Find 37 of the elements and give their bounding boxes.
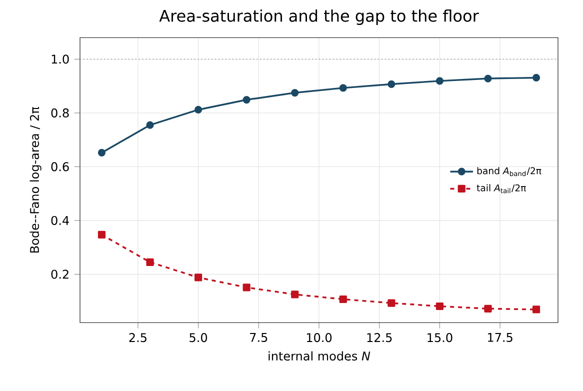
x-tick-label: 15.0 (428, 333, 452, 342)
point (532, 74, 540, 82)
point (98, 148, 106, 157)
point (532, 306, 540, 314)
legend-label: band A$_{band}$/2π (477, 167, 542, 176)
point (194, 106, 202, 114)
x-tick-label: 10.0 (306, 333, 332, 342)
point (339, 84, 347, 92)
y-tick-label: 0.4 (51, 216, 69, 226)
point (436, 77, 444, 85)
point (242, 96, 250, 104)
point (242, 284, 250, 292)
chart-title: Area-saturation and the gap to the floor (159, 9, 479, 25)
point (98, 230, 106, 239)
x-tick-label: 5.0 (190, 333, 208, 342)
point (339, 295, 347, 304)
y-tick-label: 0.6 (51, 162, 69, 172)
point (194, 274, 202, 282)
x-tick-label: 17.5 (488, 333, 512, 342)
point (388, 299, 396, 307)
point (484, 74, 492, 82)
point (291, 290, 299, 298)
y-tick-label: 1.0 (52, 54, 69, 64)
legend-label: tail A$_{tail}$/2π (476, 184, 526, 194)
point (436, 302, 444, 310)
y-tick-label: 0.2 (51, 270, 68, 279)
x-tick-label: 12.5 (367, 333, 392, 342)
x-tick-label: 7.5 (250, 333, 268, 342)
x-axis-title: internal modes N (268, 351, 370, 361)
y-tick-label: 0.8 (51, 108, 69, 118)
point (291, 88, 299, 97)
point (388, 80, 396, 88)
point (484, 304, 492, 312)
point (146, 121, 154, 129)
x-tick-label: 2.5 (129, 333, 146, 342)
y-axis-title: Bode--Fano log-area / 2π (30, 106, 42, 253)
point (146, 258, 154, 266)
